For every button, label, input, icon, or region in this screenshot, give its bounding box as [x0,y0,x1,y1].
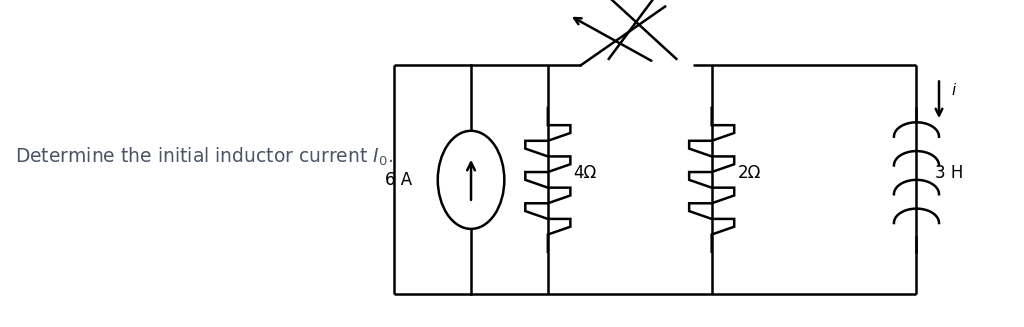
Text: 2Ω: 2Ω [737,164,761,182]
Ellipse shape [438,131,505,229]
Text: 4Ω: 4Ω [573,164,597,182]
Text: 3 H: 3 H [935,164,964,182]
Text: $i$: $i$ [951,82,957,98]
Text: Determine the initial inductor current $I_0$.: Determine the initial inductor current $… [15,146,393,168]
Text: 6 A: 6 A [385,171,412,189]
